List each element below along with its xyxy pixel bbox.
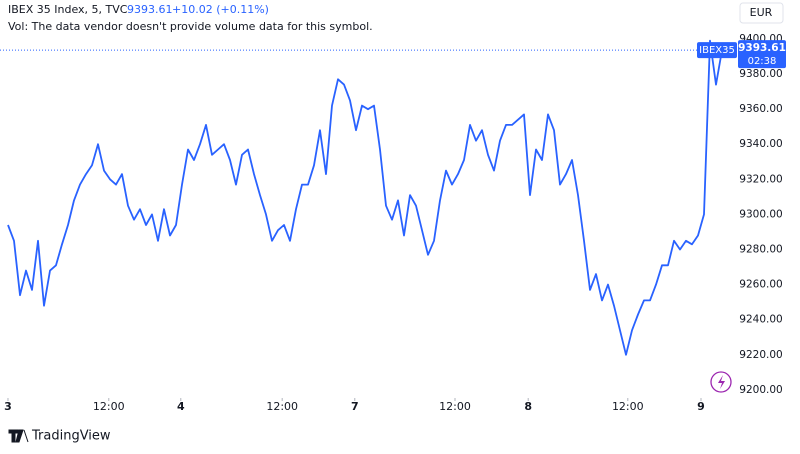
price-tag-value: 9393.61 bbox=[738, 42, 786, 54]
brand-logo: TradingView bbox=[8, 429, 111, 444]
currency-button[interactable] bbox=[739, 2, 784, 24]
y-tick-label: 9340.00 bbox=[739, 138, 782, 150]
last-price: 9393.61 bbox=[127, 3, 173, 16]
currency-label[interactable]: EUR bbox=[750, 6, 773, 19]
x-tick-label: 12:00 bbox=[612, 400, 644, 413]
y-tick-label: 9200.00 bbox=[739, 384, 782, 396]
price-tag bbox=[738, 40, 786, 69]
logo-icon bbox=[8, 429, 29, 443]
x-tick-label: 12:00 bbox=[93, 400, 125, 413]
x-tick-label: 12:00 bbox=[266, 400, 298, 413]
y-tick-label: 9360.00 bbox=[739, 103, 782, 115]
x-tick-label: 8 bbox=[524, 400, 532, 413]
symbol-tag bbox=[697, 42, 737, 59]
alert-bolt bbox=[718, 375, 725, 389]
volume-note: Vol: The data vendor doesn't provide vol… bbox=[8, 20, 373, 33]
x-tick-label: 3 bbox=[4, 400, 12, 413]
x-tick-label: 4 bbox=[177, 400, 185, 413]
y-tick-label: 9260.00 bbox=[739, 279, 782, 291]
y-tick-label: 9300.00 bbox=[739, 208, 782, 220]
price-line bbox=[7, 39, 723, 356]
symbol-tag-label: IBEX35 bbox=[699, 45, 735, 56]
y-tick-label: 9380.00 bbox=[739, 68, 782, 80]
price-change: +10.02 (+0.11%) bbox=[172, 3, 269, 16]
y-tick-label: 9320.00 bbox=[739, 173, 782, 185]
y-tick-label: 9280.00 bbox=[739, 244, 782, 256]
x-tick-label: 7 bbox=[351, 400, 359, 413]
price-tag-countdown: 02:38 bbox=[748, 56, 777, 67]
symbol-title: IBEX 35 Index, 5, TVC bbox=[8, 3, 128, 16]
plot bbox=[0, 39, 740, 356]
brand-name: TradingView bbox=[31, 429, 111, 444]
y-tick-label: 9220.00 bbox=[739, 349, 782, 361]
y-tick-label: 9240.00 bbox=[739, 314, 782, 326]
x-tick-label: 9 bbox=[697, 400, 705, 413]
x-tick-label: 12:00 bbox=[439, 400, 471, 413]
